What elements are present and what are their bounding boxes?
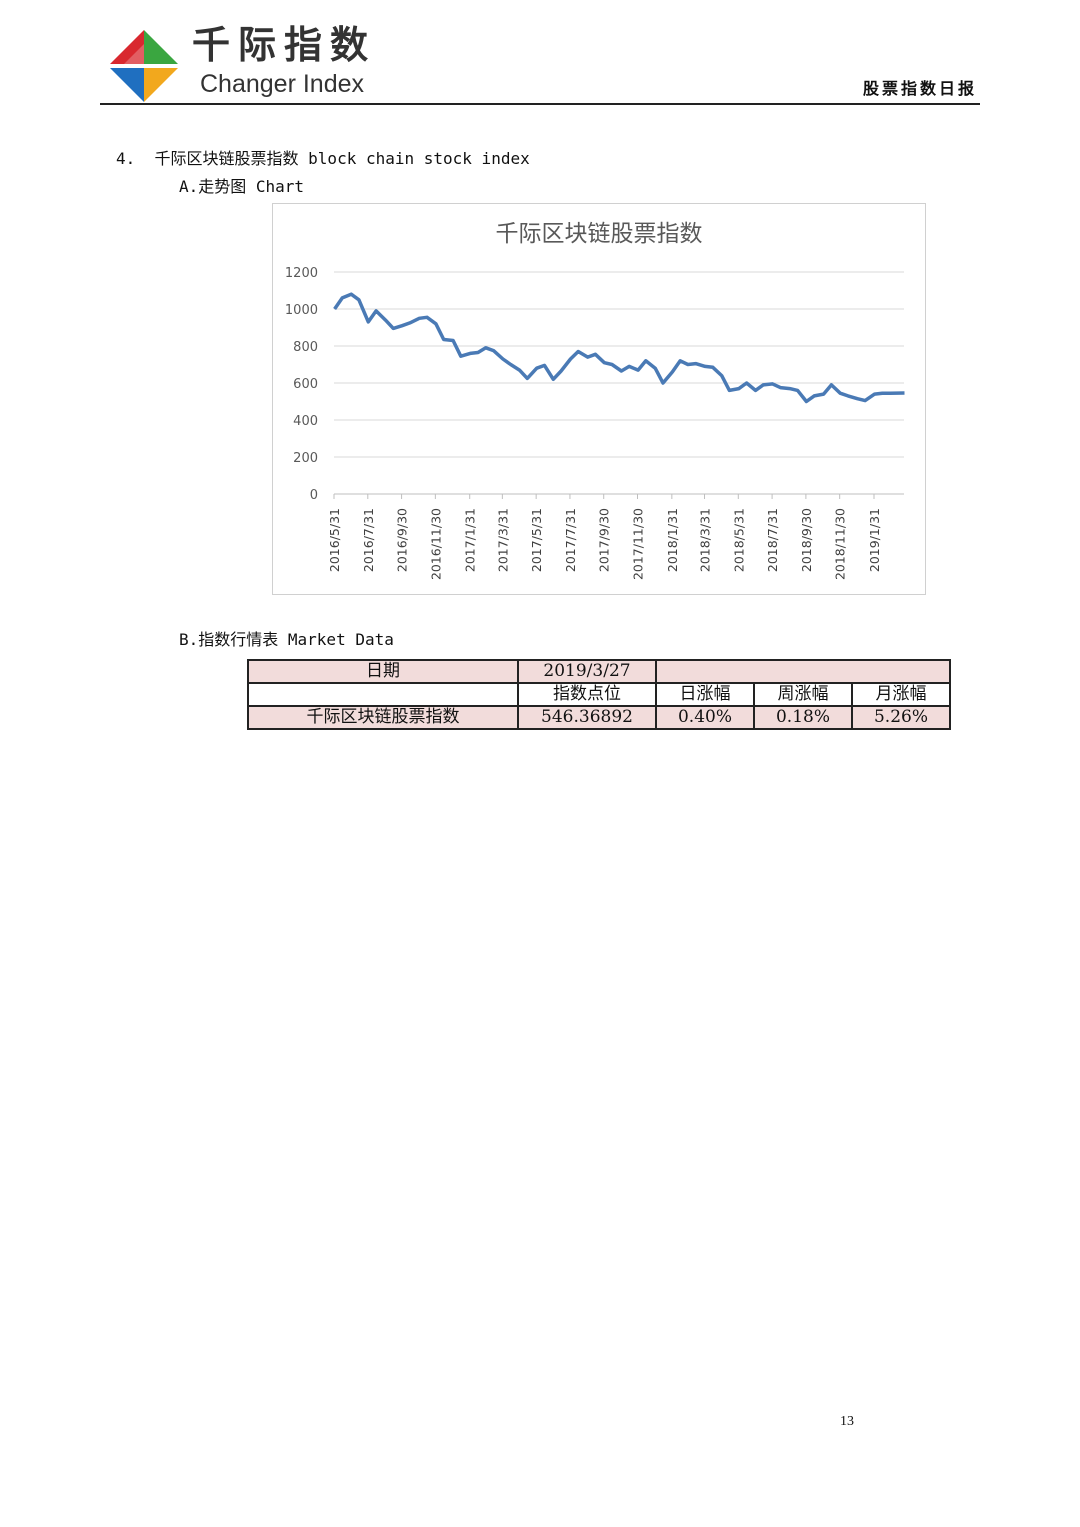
- x-tick-label: 2016/9/30: [395, 508, 410, 572]
- x-tick-label: 2016/7/31: [361, 508, 376, 572]
- date-value-cell: 2019/3/27: [517, 659, 657, 684]
- line-chart: 0 200 400 600 800 1000 1200 2016/5/31 2016/7/31 2…: [285, 266, 905, 580]
- y-tick-label: 1200: [285, 266, 318, 281]
- header-cell: 月涨幅: [851, 682, 951, 707]
- value-cell: 546.36892: [517, 705, 657, 730]
- x-tick-label: 2018/11/30: [833, 508, 848, 580]
- index-name-cell: 千际区块链股票指数: [247, 705, 519, 730]
- report-type: 股票指数日报: [862, 79, 977, 98]
- y-tick-label: 400: [293, 414, 318, 429]
- y-tick-label: 0: [310, 488, 318, 503]
- index-series-line: [333, 292, 905, 404]
- value-cell: 0.40%: [655, 705, 755, 730]
- table-row: 千际区块链股票指数 546.36892 0.40% 0.18% 5.26%: [247, 705, 951, 730]
- x-tick-label: 2018/9/30: [799, 508, 814, 572]
- value-cell: 0.18%: [753, 705, 853, 730]
- section-title: 4. 千际区块链股票指数 block chain stock index: [116, 149, 530, 168]
- subsection-chart-title: A.走势图 Chart: [179, 177, 305, 196]
- x-tick-label: 2016/5/31: [327, 508, 342, 572]
- x-tick-label: 2018/5/31: [731, 508, 746, 572]
- x-tick-label: 2017/5/31: [529, 508, 544, 572]
- x-tick-label: 2017/7/31: [563, 508, 578, 572]
- x-tick-label: 2017/11/30: [631, 508, 646, 580]
- subsection-market-data-title: B.指数行情表 Market Data: [179, 630, 394, 649]
- x-tick-label: 2017/9/30: [597, 508, 612, 572]
- changer-index-logo-icon: [110, 30, 178, 102]
- header-cell: 周涨幅: [753, 682, 853, 707]
- header-cell: 日涨幅: [655, 682, 755, 707]
- empty-cell: [247, 682, 519, 707]
- empty-cell: [655, 659, 951, 684]
- header-cell: 指数点位: [517, 682, 657, 707]
- table-row: 指数点位 日涨幅 周涨幅 月涨幅: [247, 682, 951, 707]
- chart-title: 千际区块链股票指数: [495, 221, 703, 247]
- x-tick-label: 2016/11/30: [428, 508, 443, 580]
- chart-container: 0 200 400 600 800 1000 1200 2016/5/31 2016/7/31 2…: [272, 203, 926, 595]
- logo-text-en: Changer Index: [200, 70, 365, 98]
- x-tick-label: 2017/3/31: [495, 508, 510, 572]
- date-label-cell: 日期: [247, 659, 519, 684]
- page-number: 13: [840, 1414, 854, 1429]
- x-tick-label: 2019/1/31: [867, 508, 882, 572]
- y-tick-label: 200: [293, 451, 318, 466]
- x-tick-label: 2017/1/31: [463, 508, 478, 572]
- table-row: 日期 2019/3/27: [247, 659, 951, 684]
- y-tick-label: 800: [293, 340, 318, 355]
- y-tick-label: 1000: [285, 303, 318, 318]
- value-cell: 5.26%: [851, 705, 951, 730]
- x-tick-label: 2018/3/31: [698, 508, 713, 572]
- x-tick-label: 2018/1/31: [665, 508, 680, 572]
- header-divider: [100, 103, 980, 105]
- x-tick-label: 2018/7/31: [765, 508, 780, 572]
- logo-text-cn: 千际指数: [192, 23, 377, 67]
- market-data-table: 日期 2019/3/27 指数点位 日涨幅 周涨幅 月涨幅 千际区块链股票指数 …: [247, 659, 951, 730]
- y-tick-label: 600: [293, 377, 318, 392]
